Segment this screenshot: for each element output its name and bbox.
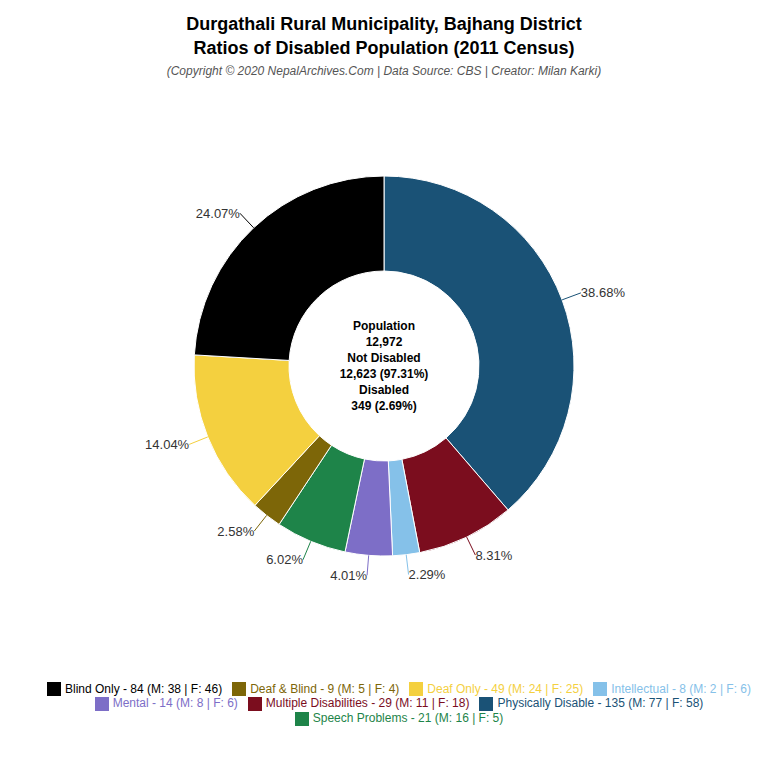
- html-text:Deaf & Blind - 9 (M: 5 | F: 4): Deaf & Blind - 9 (M: 5 | F: 4): [250, 681, 400, 696]
- html-text:Not Disabled: Not Disabled: [347, 351, 421, 365]
- html-text:Deaf Only - 49 (M: 24 | F: 25): Deaf Only - 49 (M: 24 | F: 25): [427, 681, 584, 696]
- html-text:349 (2.69%): 349 (2.69%): [351, 399, 417, 413]
- html-text:Physically Disable - 135 (M: 7: Physically Disable - 135 (M: 77 | F: 58): [497, 696, 704, 711]
- svg-text:8.31%: 8.31%: [475, 548, 512, 563]
- svg-text:6.02%: 6.02%: [266, 552, 303, 567]
- html-text:Multiple Disabilities - 29 (M:: Multiple Disabilities - 29 (M: 11 | F: 1…: [265, 696, 470, 711]
- svg-text:38.68%: 38.68%: [581, 285, 626, 300]
- html-text:Speech Problems - 21 (M: 16 |: Speech Problems - 21 (M: 16 | F: 5): [312, 711, 504, 726]
- html-text:Blind Only - 84 (M: 38 | F: 46: Blind Only - 84 (M: 38 | F: 46): [65, 681, 223, 696]
- html-text:(Copyright © 2020 NepalArchive: (Copyright © 2020 NepalArchives.Com | Da…: [166, 64, 602, 78]
- html-text:Intellectual - 8 (M: 2 | F: 6): Intellectual - 8 (M: 2 | F: 6): [611, 681, 751, 696]
- html-text:Durgathali Rural Municipality,: Durgathali Rural Municipality, Bajhang D…: [186, 14, 582, 34]
- svg-text:2.29%: 2.29%: [409, 567, 446, 582]
- svg-text:4.01%: 4.01%: [330, 568, 367, 583]
- html-text:12,972: 12,972: [365, 335, 403, 349]
- svg-text:14.04%: 14.04%: [145, 437, 190, 452]
- html-text:Ratios of Disabled Population: Ratios of Disabled Population (2011 Cens…: [193, 38, 575, 58]
- html-text:Disabled: Disabled: [359, 383, 409, 397]
- html-text:Population: Population: [353, 319, 415, 333]
- html-text:Mental - 14 (M: 8 | F: 6): Mental - 14 (M: 8 | F: 6): [112, 696, 238, 711]
- html-text:12,623 (97.31%): 12,623 (97.31%): [339, 367, 429, 381]
- svg-text:24.07%: 24.07%: [196, 206, 241, 221]
- svg-text:2.58%: 2.58%: [217, 524, 254, 539]
